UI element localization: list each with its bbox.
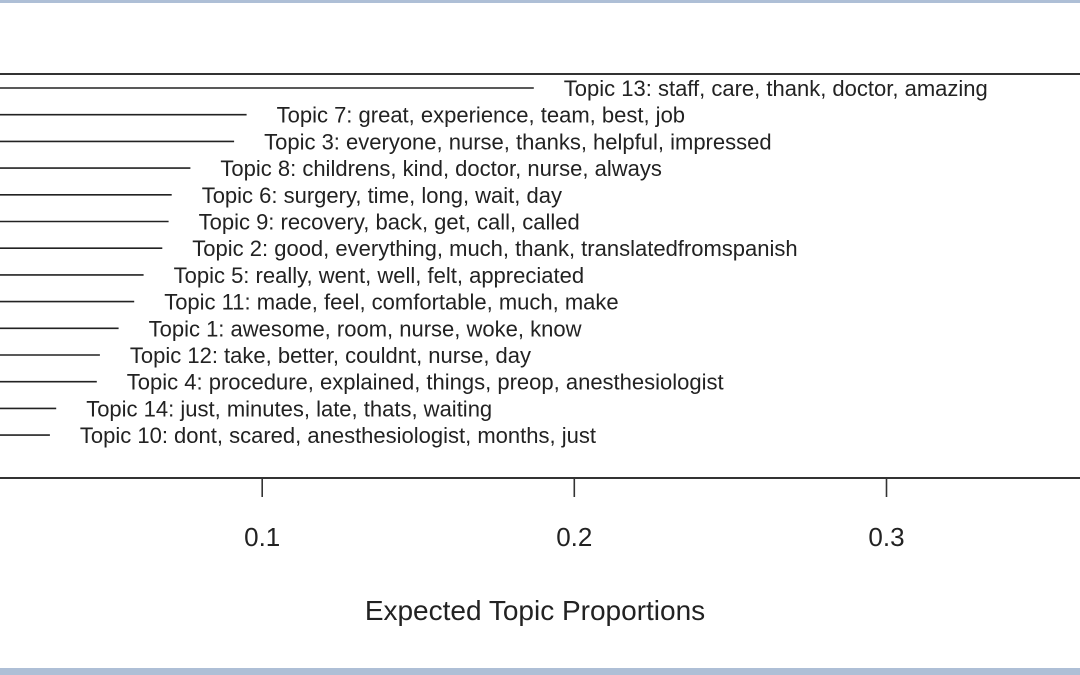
x-tick-label: 0.3: [868, 522, 904, 552]
bars-group: Topic 13: staff, care, thank, doctor, am…: [0, 76, 988, 448]
topic-label: Topic 9: recovery, back, get, call, call…: [199, 210, 580, 235]
topic-label: Topic 2: good, everything, much, thank, …: [192, 236, 797, 261]
topic-label: Topic 13: staff, care, thank, doctor, am…: [564, 76, 988, 101]
topic-label: Topic 5: really, went, well, felt, appre…: [174, 263, 584, 288]
topic-label: Topic 10: dont, scared, anesthesiologist…: [80, 423, 596, 448]
x-tick-label: 0.1: [244, 522, 280, 552]
topic-label: Topic 14: just, minutes, late, thats, wa…: [86, 396, 492, 421]
topic-label: Topic 3: everyone, nurse, thanks, helpfu…: [264, 129, 771, 154]
x-axis-title: Expected Topic Proportions: [365, 595, 705, 626]
topic-label: Topic 11: made, feel, comfortable, much,…: [164, 290, 618, 315]
x-axis-ticks: 0.1 0.2 0.3: [244, 478, 905, 552]
top-border: [0, 0, 1080, 3]
x-tick-label: 0.2: [556, 522, 592, 552]
topic-label: Topic 8: childrens, kind, doctor, nurse,…: [220, 156, 661, 181]
topic-label: Topic 12: take, better, couldnt, nurse, …: [130, 343, 531, 368]
topic-label: Topic 4: procedure, explained, things, p…: [127, 370, 724, 395]
topic-label: Topic 7: great, experience, team, best, …: [277, 103, 685, 128]
topic-label: Topic 6: surgery, time, long, wait, day: [202, 183, 562, 208]
bottom-border: [0, 668, 1080, 675]
topic-label: Topic 1: awesome, room, nurse, woke, kno…: [149, 316, 582, 341]
